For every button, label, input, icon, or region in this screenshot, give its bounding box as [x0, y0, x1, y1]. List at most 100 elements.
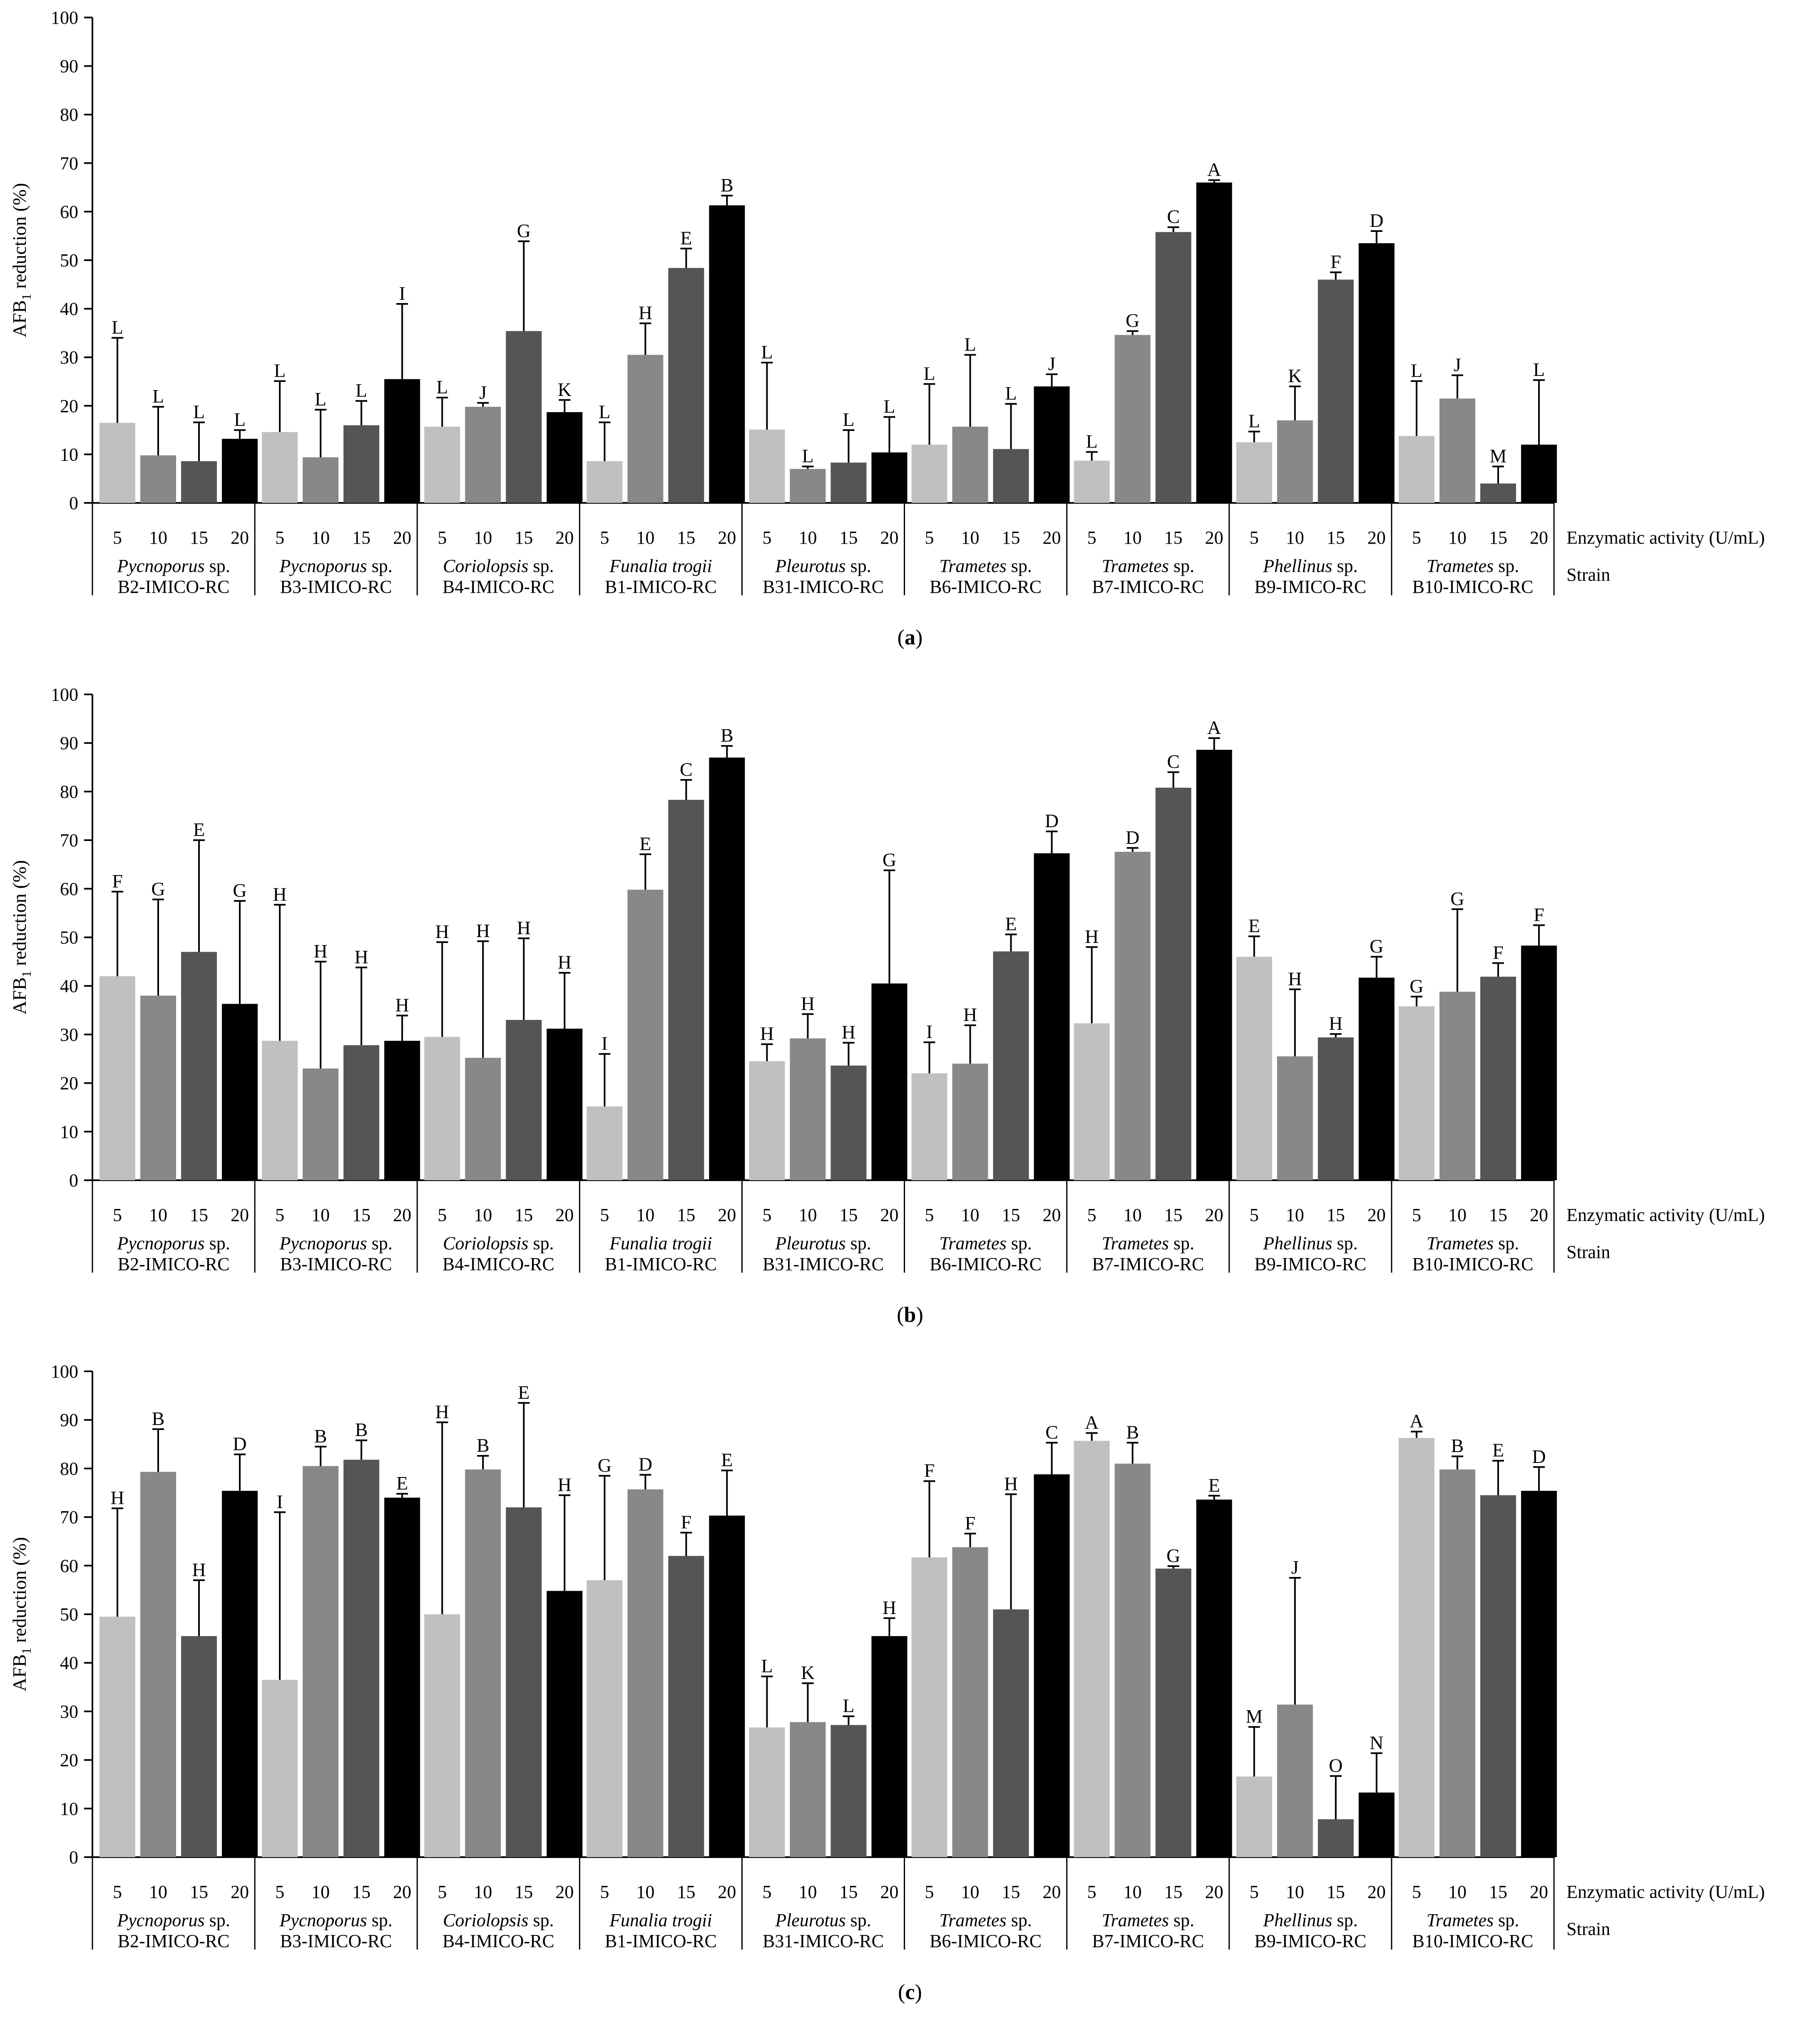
activity-label: 15 — [190, 1882, 208, 1902]
activity-label: 10 — [149, 1205, 167, 1225]
significance-letter: F — [1493, 942, 1504, 963]
activity-label: 20 — [1367, 527, 1386, 548]
significance-letter: I — [602, 1033, 608, 1054]
bar — [1155, 232, 1191, 503]
significance-letter: F — [924, 1460, 935, 1481]
bar — [911, 1073, 947, 1180]
strain-name: Trametes sp. — [1427, 1233, 1519, 1254]
bar — [1521, 1491, 1557, 1857]
strain-name: Phellinus sp. — [1263, 556, 1358, 576]
y-axis-label-rest: reduction (%) — [9, 860, 30, 971]
significance-letter: A — [1085, 1412, 1099, 1433]
significance-letter: G — [1410, 975, 1423, 997]
strain-genus: Trametes — [939, 1233, 1006, 1254]
significance-letter: L — [1533, 359, 1545, 380]
y-axis-label-main: AFB — [9, 1654, 30, 1691]
significance-letter: E — [680, 227, 692, 249]
bar — [1358, 243, 1395, 503]
panel-caption: (b) — [897, 1303, 923, 1327]
activity-label: 15 — [352, 527, 370, 548]
activity-label: 10 — [636, 1205, 654, 1225]
significance-letter: H — [1288, 968, 1302, 989]
activity-label: 20 — [718, 1205, 736, 1225]
activity-label: 5 — [1412, 1882, 1421, 1902]
bar — [140, 455, 176, 503]
strain-suffix: sp. — [1494, 1910, 1519, 1930]
activity-label: 20 — [1205, 1205, 1223, 1225]
bar — [668, 1556, 704, 1857]
y-tick-label: 0 — [69, 1170, 78, 1191]
bar — [1398, 1438, 1435, 1857]
bar — [181, 461, 217, 503]
activity-label: 20 — [1367, 1882, 1386, 1902]
significance-letter: L — [112, 317, 123, 338]
bar — [1318, 279, 1354, 503]
bar — [140, 995, 176, 1180]
bar — [1521, 445, 1557, 503]
bar — [99, 1617, 135, 1857]
strain-genus: Pycnoporus — [117, 1233, 204, 1254]
strain-suffix: sp. — [367, 1910, 393, 1930]
strain-genus: Pleurotus — [775, 1233, 845, 1254]
activity-label: 10 — [961, 1882, 980, 1902]
strain-name: Pycnoporus sp. — [279, 1233, 393, 1254]
bar — [1521, 945, 1557, 1180]
strain-name: Trametes sp. — [1101, 1233, 1194, 1254]
significance-letter: H — [110, 1487, 124, 1508]
strain-genus: Trametes — [939, 556, 1006, 576]
bar — [1358, 1792, 1395, 1857]
significance-letter: M — [1489, 445, 1507, 467]
significance-letter: H — [435, 1401, 449, 1423]
bar — [952, 1063, 988, 1180]
strain-code: B9-IMICO-RC — [1254, 1931, 1366, 1951]
activity-label: 15 — [1489, 1205, 1507, 1225]
strain-genus: Pleurotus — [775, 556, 845, 576]
bar — [1398, 436, 1435, 503]
enzymatic-activity-label: Enzymatic activity (U/mL) — [1566, 1205, 1765, 1225]
bar — [911, 1557, 947, 1857]
bar — [1155, 1568, 1191, 1857]
bar — [384, 379, 420, 503]
strain-genus: Trametes — [1101, 556, 1169, 576]
activity-label: 20 — [231, 1882, 249, 1902]
bar — [140, 1472, 176, 1857]
activity-label: 5 — [275, 527, 284, 548]
activity-label: 20 — [880, 527, 898, 548]
y-axis-label-sub: 1 — [19, 1648, 34, 1654]
y-tick-label: 0 — [69, 1847, 78, 1868]
bar — [343, 425, 380, 503]
strain-genus: Phellinus — [1263, 556, 1332, 576]
bar — [871, 452, 908, 503]
y-tick-label: 0 — [69, 493, 78, 513]
y-tick-label: 30 — [60, 1025, 78, 1045]
bar — [871, 983, 908, 1180]
activity-label: 10 — [311, 1882, 330, 1902]
activity-label: 10 — [474, 527, 492, 548]
activity-label: 20 — [555, 527, 574, 548]
strain-suffix: sp. — [846, 1233, 871, 1254]
significance-letter: J — [479, 382, 487, 403]
activity-label: 15 — [1164, 1205, 1183, 1225]
bar — [1398, 1006, 1435, 1180]
bar — [181, 952, 217, 1180]
activity-label: 10 — [474, 1205, 492, 1225]
strain-code: B10-IMICO-RC — [1412, 577, 1533, 597]
significance-letter: L — [1411, 360, 1422, 381]
bar — [1480, 977, 1516, 1180]
bar — [1318, 1037, 1354, 1180]
bar — [262, 1680, 298, 1857]
significance-letter: H — [1004, 1473, 1018, 1494]
significance-letter: I — [276, 1491, 283, 1512]
strain-code: B9-IMICO-RC — [1254, 577, 1366, 597]
bar — [627, 1489, 664, 1857]
strain-code: B6-IMICO-RC — [930, 577, 1042, 597]
strain-name: Trametes sp. — [1101, 556, 1194, 576]
strain-genus: Coriolopsis — [443, 556, 528, 576]
significance-letter: I — [399, 283, 405, 304]
y-tick-label: 10 — [60, 1122, 78, 1142]
activity-label: 15 — [677, 1882, 695, 1902]
activity-label: 10 — [311, 527, 330, 548]
significance-letter: H — [801, 993, 815, 1014]
activity-label: 10 — [961, 527, 980, 548]
